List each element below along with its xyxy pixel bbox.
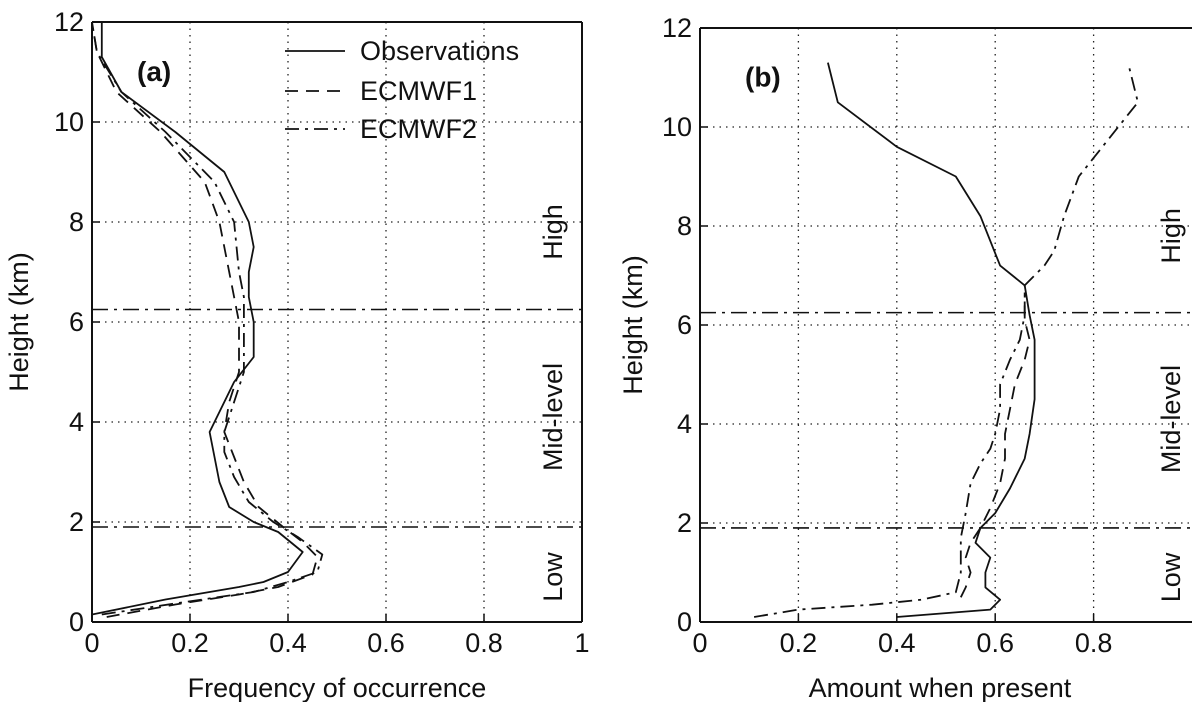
y-tick-label: 10 [662,112,692,142]
y-tick: 0 [677,607,692,637]
panel-b: 0 0.2 0.4 0.6 0.8 0 2 4 6 8 10 12 Amount when presen… [618,13,1192,702]
x-tick-label: 0.8 [1075,628,1113,658]
y-tick: 8 [69,207,84,237]
y-tick: 4 [69,407,84,437]
y-tick-label: 4 [69,407,84,437]
y-axis-label: Height (km) [4,252,34,392]
y-tick-label: 8 [69,207,84,237]
y-tick: 6 [677,310,692,340]
region-label: Mid-level [538,363,568,471]
x-tick-label: 0.2 [171,628,209,658]
y-tick: 12 [54,7,84,37]
x-tick-label: 0.8 [465,628,503,658]
x-tick: 0.4 [878,628,916,658]
y-tick-label: 10 [54,107,84,137]
y-tick: 0 [69,607,84,637]
y-tick: 10 [662,112,692,142]
y-tick-label: 2 [677,508,692,538]
x-tick: 0.4 [269,628,307,658]
region-label: High [1156,208,1186,264]
y-tick-label: 2 [69,507,84,537]
series-line-observations [827,62,1036,618]
legend-label: ECMWF1 [360,76,477,106]
region-label: Low [1156,552,1186,602]
region-label: Mid-level [1156,365,1186,473]
x-tick: 0.8 [1075,628,1113,658]
y-tick: 4 [677,409,692,439]
y-tick: 10 [54,107,84,137]
x-tick-label: 0.4 [878,628,916,658]
series-line-ecmwf1 [959,295,1031,598]
x-tick-label: 0.6 [976,628,1014,658]
region-label: Low [538,552,568,602]
series-line-ecmwf2 [753,62,1139,618]
y-tick: 12 [662,13,692,43]
x-tick: 0.8 [465,628,503,658]
y-tick-label: 6 [69,307,84,337]
x-axis-label: Frequency of occurrence [188,673,487,702]
y-tick-label: 0 [677,607,692,637]
x-tick: 0 [84,628,99,658]
x-tick: 1 [574,628,589,658]
series-line-ecmwf2 [92,22,324,616]
x-tick-label: 0 [84,628,99,658]
x-tick-label: 1 [574,628,589,658]
y-tick-label: 4 [677,409,692,439]
y-tick-label: 12 [54,7,84,37]
y-tick: 6 [69,307,84,337]
x-tick: 0.2 [171,628,209,658]
region-label: High [538,204,568,260]
plot-area [753,62,1139,618]
legend-label: Observations [360,36,519,66]
series-line-observations [92,22,304,616]
y-tick-label: 8 [677,211,692,241]
y-tick-label: 6 [677,310,692,340]
y-tick: 8 [677,211,692,241]
y-tick: 2 [677,508,692,538]
y-tick: 2 [69,507,84,537]
x-tick: 0.2 [780,628,818,658]
x-tick-label: 0 [692,628,707,658]
x-tick: 0 [692,628,707,658]
x-axis-label: Amount when present [809,673,1072,702]
x-tick-label: 0.2 [780,628,818,658]
panel-label: (a) [137,56,171,87]
y-tick-label: 0 [69,607,84,637]
x-tick: 0.6 [976,628,1014,658]
plot-area [92,22,324,618]
x-tick-label: 0.6 [367,628,405,658]
series-line-ecmwf1 [92,22,319,618]
y-axis-label: Height (km) [618,255,648,395]
x-tick: 0.6 [367,628,405,658]
legend-label: ECMWF2 [360,114,477,144]
x-tick-label: 0.4 [269,628,307,658]
y-tick-label: 12 [662,13,692,43]
panel-label: (b) [745,61,781,92]
